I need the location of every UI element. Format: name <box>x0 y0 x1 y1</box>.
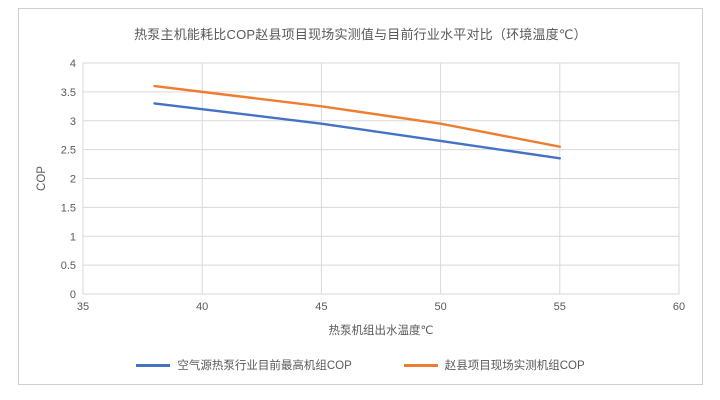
y-tick-label: 2.5 <box>61 145 76 157</box>
y-tick-label: 1 <box>70 231 76 243</box>
x-axis-title: 热泵机组出水温度℃ <box>329 323 434 337</box>
x-tick-label: 60 <box>673 301 685 313</box>
cop-line-chart: 0 0.5 1 1.5 2 2.5 3 3.5 4 35 40 45 50 55 60 COP 热泵机组出… <box>36 58 685 337</box>
y-axis-ticks: 0 0.5 1 1.5 2 2.5 3 3.5 4 <box>61 58 76 301</box>
y-tick-label: 3.5 <box>61 87 76 99</box>
series-line-0 <box>153 102 561 160</box>
series-line-1 <box>153 84 561 148</box>
legend-line-swatch <box>136 363 171 367</box>
chart-card: 热泵主机能耗比COP赵县项目现场实测值与目前行业水平对比（环境温度℃） 0 0.5… <box>18 8 703 385</box>
x-tick-label: 40 <box>196 301 208 313</box>
legend-line-swatch <box>403 363 438 367</box>
x-tick-label: 35 <box>77 301 89 313</box>
legend-item-1: 赵县项目现场实测机组COP <box>403 357 585 373</box>
legend-label: 赵县项目现场实测机组COP <box>444 360 585 372</box>
y-tick-label: 0 <box>70 289 76 301</box>
data-series <box>153 84 561 160</box>
y-tick-label: 1.5 <box>61 202 76 214</box>
legend-label: 空气源热泵行业目前最高机组COP <box>177 360 352 372</box>
x-tick-label: 45 <box>315 301 327 313</box>
y-tick-label: 3 <box>70 116 76 128</box>
chart-title: 热泵主机能耗比COP赵县项目现场实测值与目前行业水平对比（环境温度℃） <box>134 27 587 42</box>
plot-area-border <box>82 62 680 295</box>
x-axis-ticks: 35 40 45 50 55 60 <box>77 301 685 313</box>
gridlines <box>82 62 680 295</box>
legend-item-0: 空气源热泵行业目前最高机组COP <box>136 357 352 373</box>
y-tick-label: 2 <box>70 174 76 186</box>
y-tick-label: 4 <box>70 58 76 70</box>
x-tick-label: 50 <box>434 301 446 313</box>
y-tick-label: 0.5 <box>61 260 76 272</box>
x-tick-label: 55 <box>554 301 566 313</box>
legend: 空气源热泵行业目前最高机组COP 赵县项目现场实测机组COP <box>19 357 702 373</box>
y-axis-title: COP <box>36 166 48 191</box>
